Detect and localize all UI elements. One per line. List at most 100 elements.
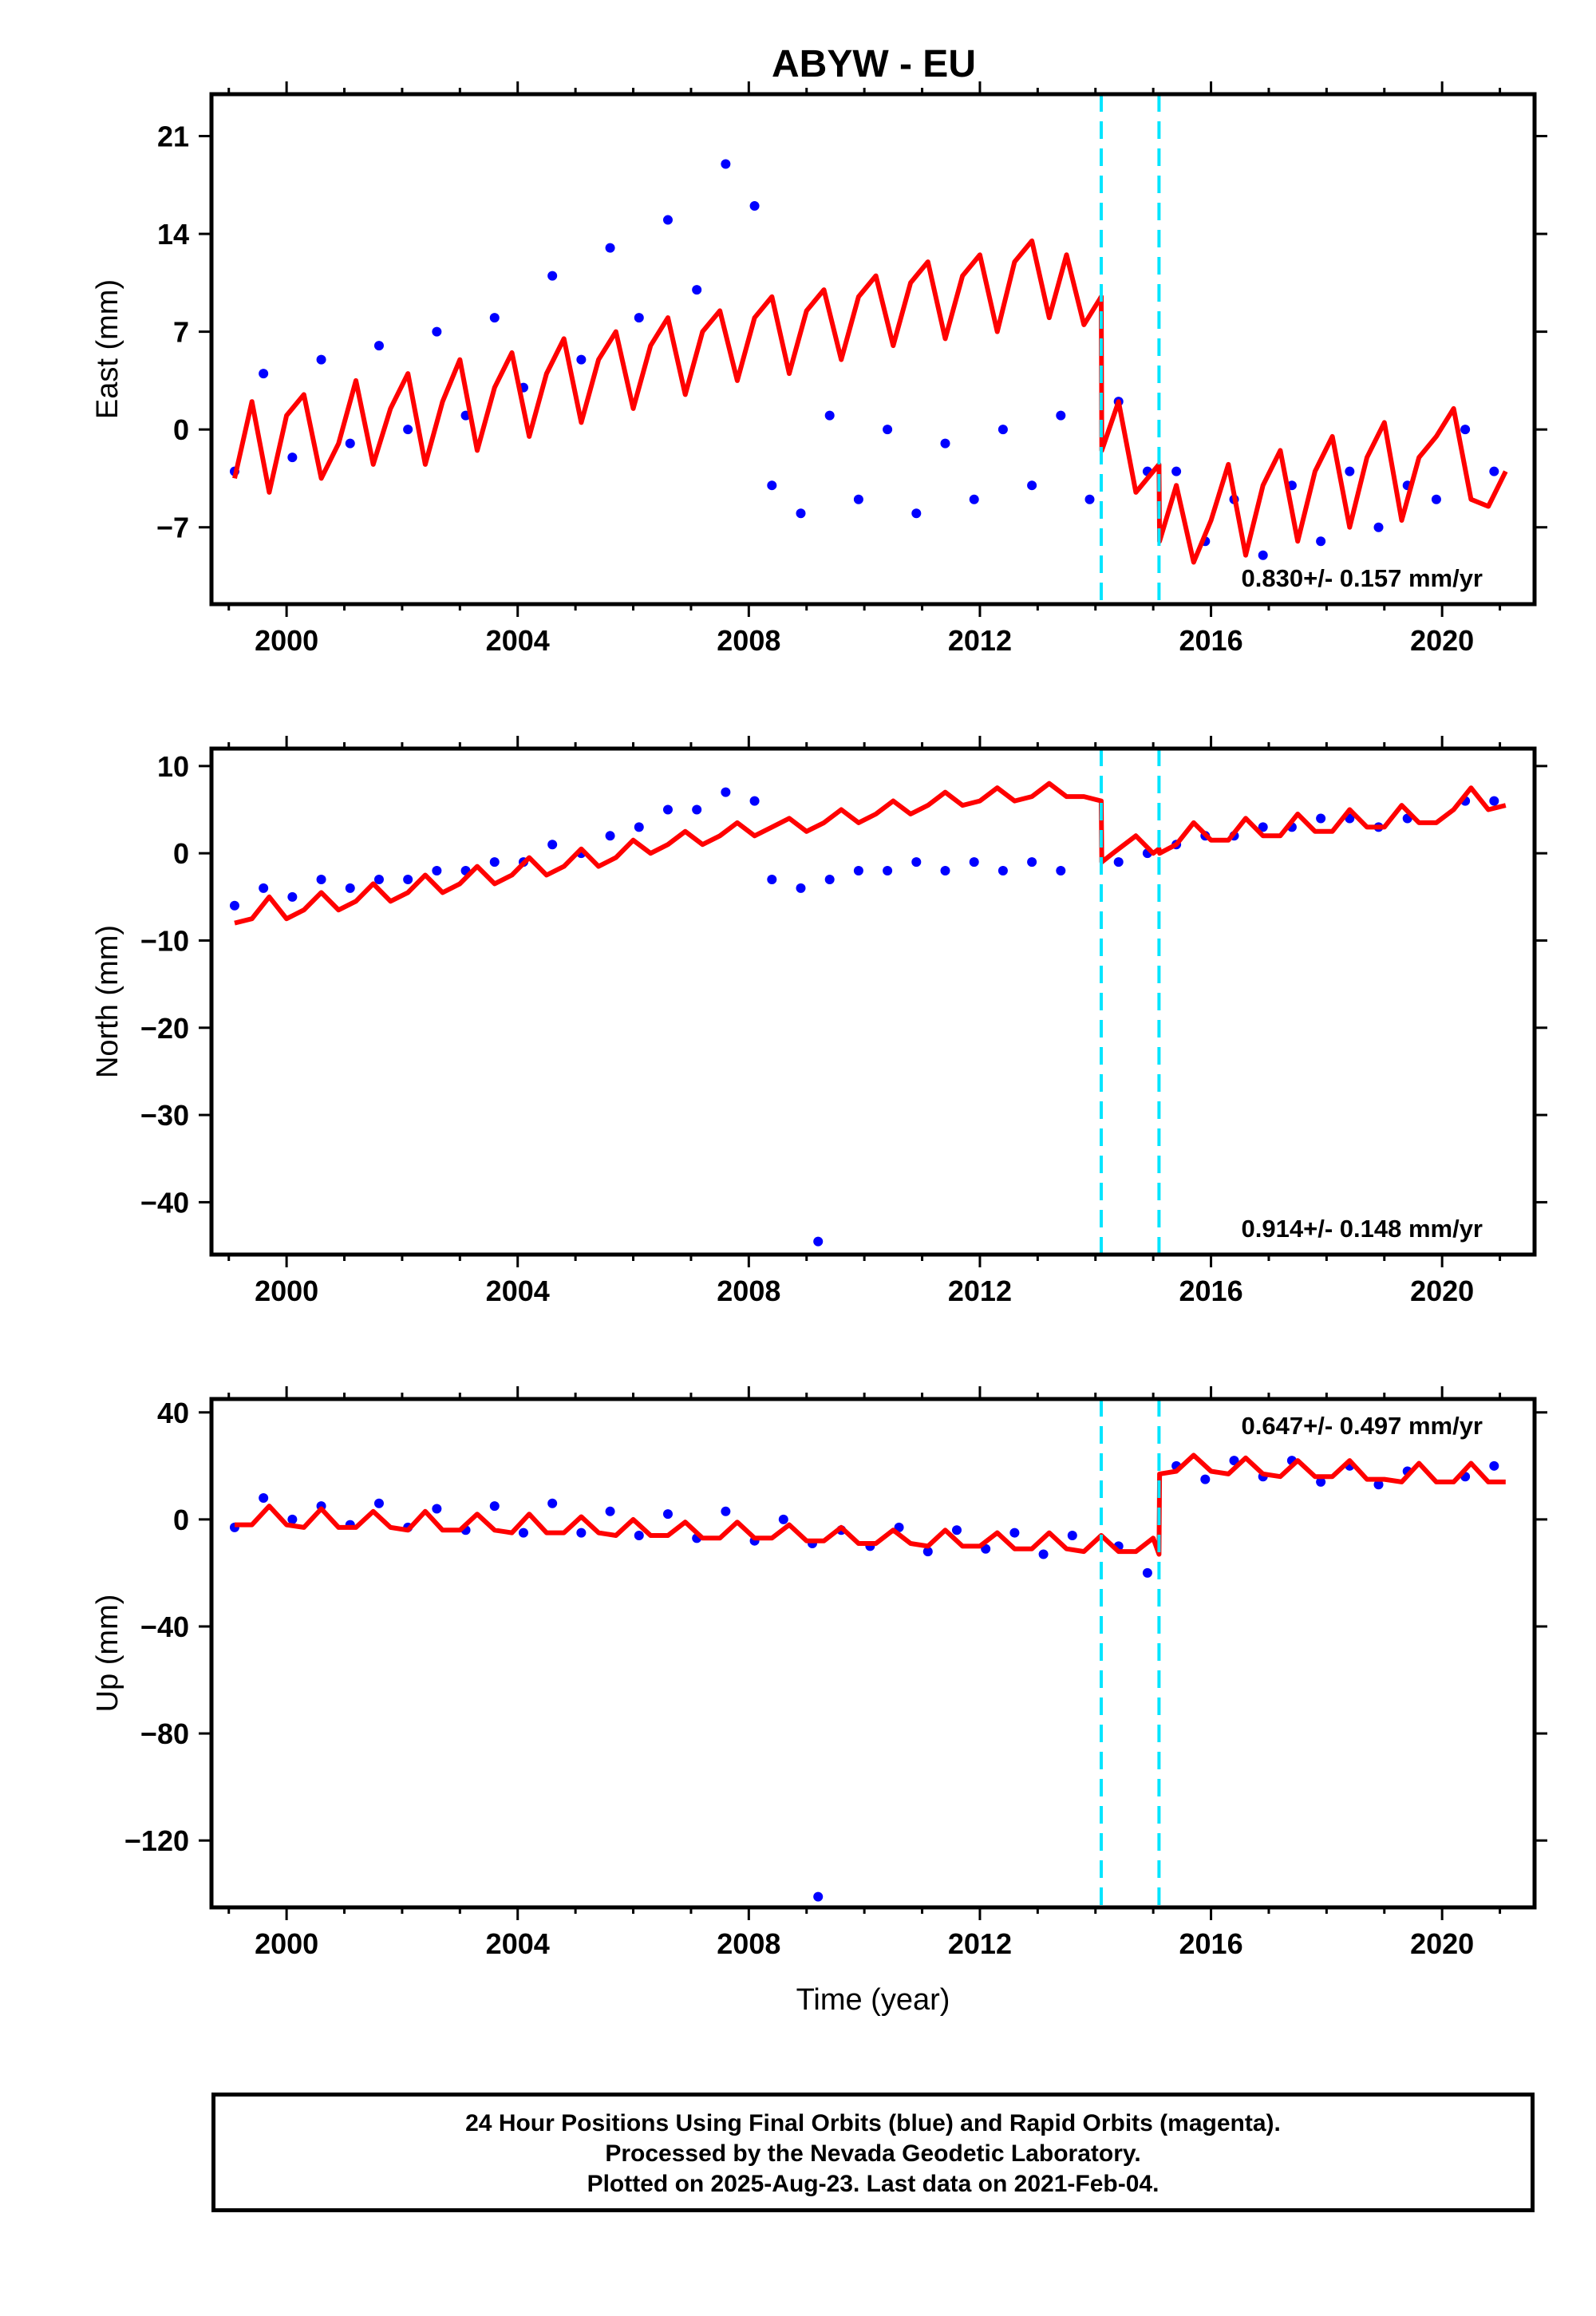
panels: 2000 2004 2008 2012 2016 2020 −7 0 7 14 21 East (mm… <box>91 81 1547 2017</box>
data-point <box>998 425 1008 435</box>
data-point <box>634 822 644 832</box>
x-tick-label: 2016 <box>1179 624 1243 657</box>
data-point <box>432 1504 442 1514</box>
y-tick-label: 14 <box>157 218 189 251</box>
y-tick-label: 0 <box>173 413 189 446</box>
data-point <box>1056 410 1066 421</box>
data-point <box>692 285 702 295</box>
plot-frame <box>209 746 1537 1257</box>
y-tick-label: −20 <box>140 1012 189 1045</box>
y-tick-label: 10 <box>157 750 189 783</box>
plot-area <box>229 159 1508 565</box>
data-point <box>853 494 863 504</box>
y-tick-label: −7 <box>156 512 189 544</box>
data-point <box>824 874 835 884</box>
data-point <box>922 1547 933 1557</box>
data-point <box>403 874 413 884</box>
rate-label: 0.914+/- 0.148 mm/yr <box>1242 1215 1483 1243</box>
x-tick-label: 2020 <box>1410 624 1474 657</box>
y-axis-label: East (mm) <box>91 279 124 419</box>
rate-label: 0.647+/- 0.497 mm/yr <box>1242 1412 1483 1440</box>
data-point <box>489 313 500 323</box>
data-point <box>259 883 269 893</box>
x-tick-label: 2000 <box>255 624 318 657</box>
data-point <box>229 900 239 911</box>
data-point <box>403 425 413 435</box>
data-point <box>287 891 298 902</box>
x-tick-label: 2004 <box>486 1275 550 1307</box>
y-tick-label: 0 <box>173 1504 189 1536</box>
data-point <box>951 1525 962 1535</box>
data-point <box>634 1530 644 1540</box>
data-point <box>824 410 835 421</box>
y-axis-label: North (mm) <box>91 925 124 1078</box>
y-tick-label: −80 <box>140 1717 189 1750</box>
data-point <box>1067 1530 1077 1540</box>
data-point <box>721 159 731 169</box>
data-point <box>1027 857 1037 868</box>
data-point <box>796 883 806 893</box>
data-point <box>1056 866 1066 876</box>
plot-area <box>229 1452 1506 1902</box>
data-point <box>605 243 615 253</box>
y-tick-label: −30 <box>140 1099 189 1132</box>
data-point <box>316 874 326 884</box>
caption-box: 24 Hour Positions Using Final Orbits (bl… <box>211 2093 1535 2212</box>
x-axis-label: Time (year) <box>796 1983 950 2017</box>
data-point <box>634 313 644 323</box>
model-curve <box>235 1452 1506 1557</box>
data-point <box>969 857 979 868</box>
y-axis-label: Up (mm) <box>91 1595 124 1713</box>
data-point <box>721 1506 731 1516</box>
data-point <box>1316 813 1326 824</box>
data-point <box>1489 466 1499 476</box>
plot-area <box>229 781 1507 1247</box>
panel-up: 2000 2004 2008 2012 2016 2020 −120 −80 −40 0 40 Up … <box>91 1386 1547 2017</box>
model-curve <box>234 781 1507 926</box>
x-tick-label: 2008 <box>717 624 780 657</box>
data-point <box>721 787 731 797</box>
data-point <box>998 866 1008 876</box>
data-point <box>813 1891 824 1902</box>
x-tick-label: 2020 <box>1410 1275 1474 1307</box>
caption-line: Plotted on 2025-Aug-23. Last data on 202… <box>587 2171 1159 2197</box>
y-tick-label: −40 <box>140 1611 189 1643</box>
x-tick-label: 2000 <box>255 1927 318 1960</box>
x-tick-label: 2008 <box>717 1927 780 1960</box>
data-point <box>316 354 326 365</box>
panel-north: 2000 2004 2008 2012 2016 2020 −40 −30 −20 −10 0 10 N… <box>91 736 1547 1307</box>
data-point <box>662 1509 673 1520</box>
data-point <box>287 453 298 463</box>
y-tick-label: −40 <box>140 1186 189 1219</box>
model-curve <box>232 238 1508 565</box>
data-point <box>1038 1549 1049 1559</box>
data-point <box>1113 857 1124 868</box>
data-point <box>287 1514 298 1524</box>
data-point <box>373 341 384 351</box>
data-point <box>373 874 384 884</box>
x-tick-label: 2012 <box>948 624 1012 657</box>
data-point <box>489 857 500 868</box>
data-point <box>969 494 979 504</box>
data-point <box>432 866 442 876</box>
data-point <box>749 201 760 211</box>
data-point <box>489 1501 500 1512</box>
data-point <box>796 508 806 519</box>
data-point <box>576 354 587 365</box>
data-point <box>1489 1460 1499 1471</box>
data-point <box>1200 1474 1211 1484</box>
data-point <box>547 1498 558 1508</box>
data-point <box>373 1498 384 1508</box>
data-point <box>605 1506 615 1516</box>
data-point <box>1373 1480 1384 1490</box>
data-point <box>259 369 269 379</box>
data-point <box>749 796 760 806</box>
data-point <box>1027 480 1037 491</box>
data-point <box>605 831 615 841</box>
data-point <box>1316 1476 1326 1487</box>
data-point <box>518 1528 528 1538</box>
data-point <box>547 271 558 281</box>
plot-frame <box>209 1397 1537 1910</box>
y-tick-label: 7 <box>173 316 189 349</box>
